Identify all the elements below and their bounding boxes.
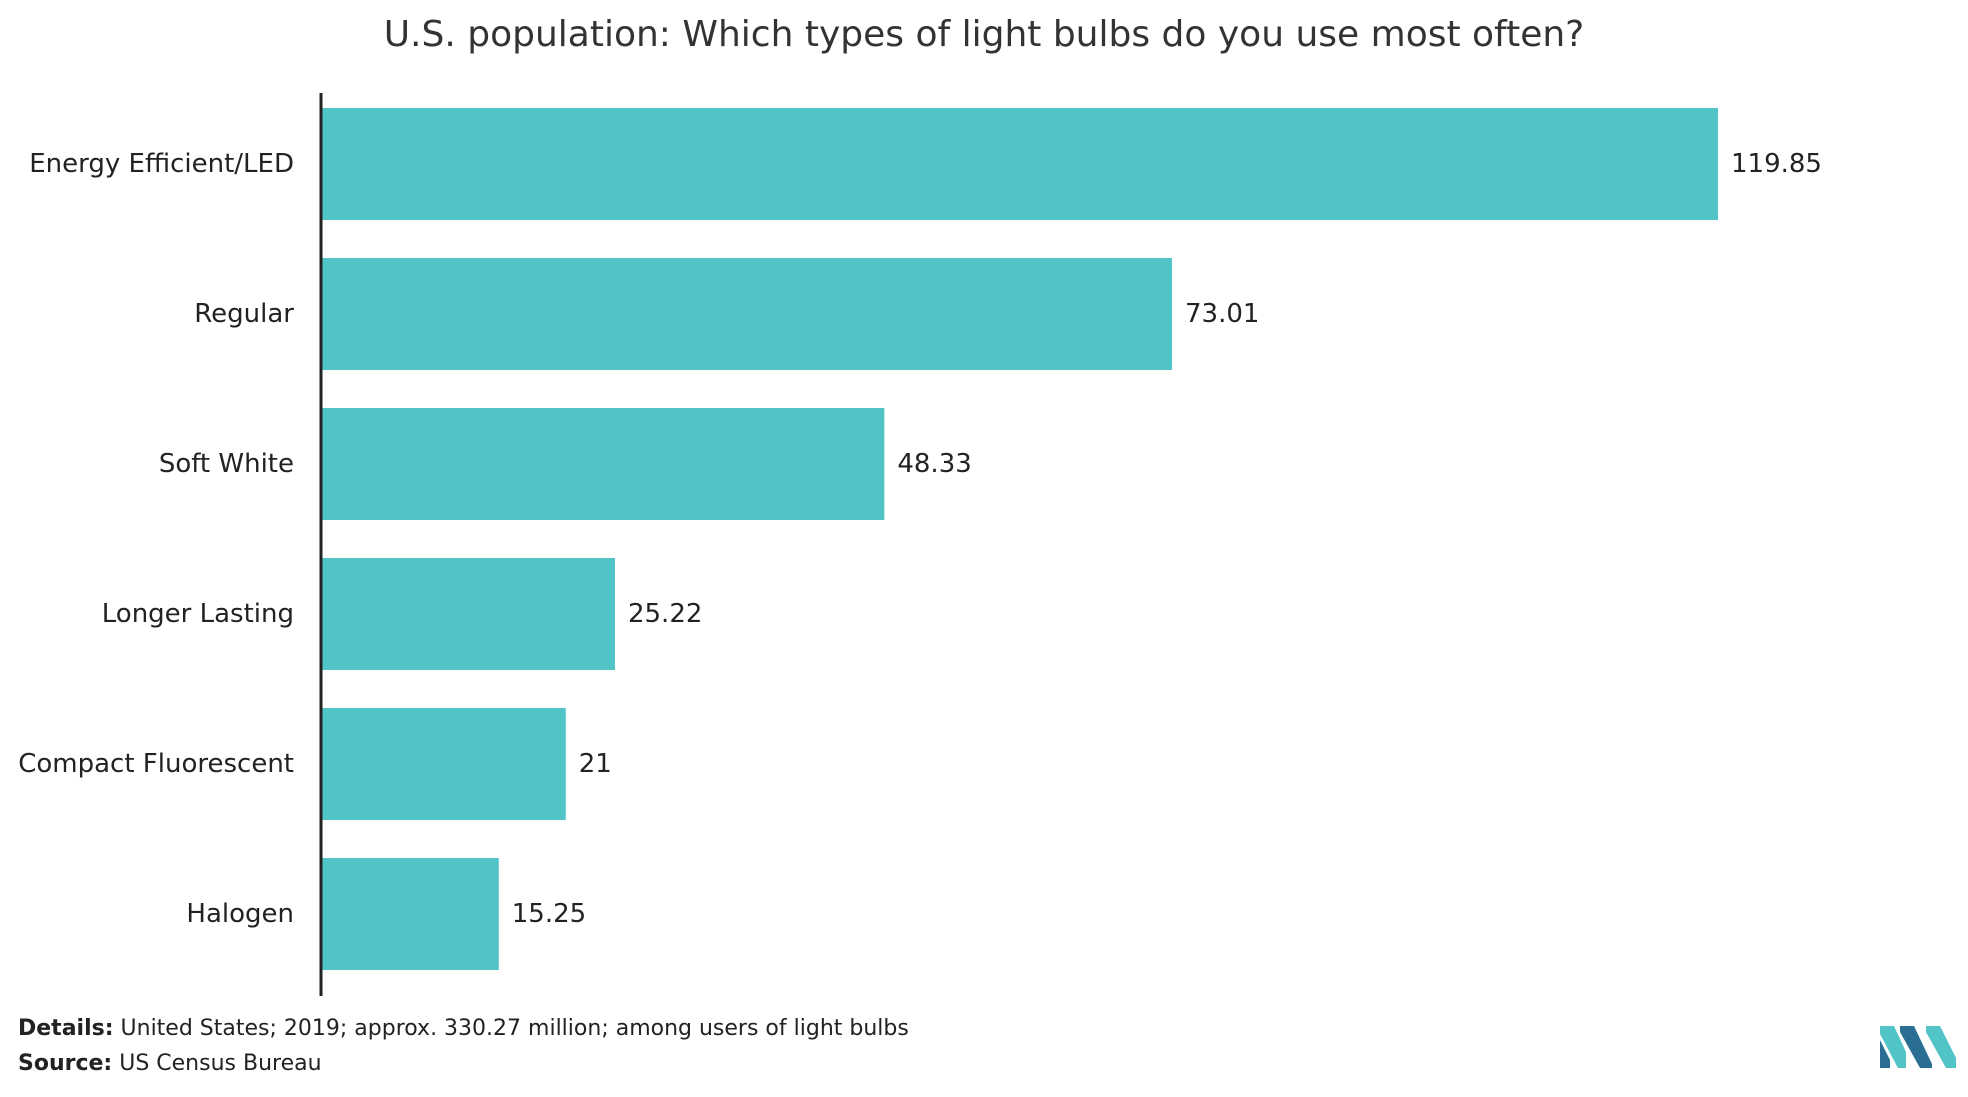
source-label: Source: xyxy=(18,1051,113,1076)
category-label: Halogen xyxy=(186,899,294,929)
category-label: Compact Fluorescent xyxy=(18,749,294,779)
mordor-intelligence-logo xyxy=(1880,1026,1956,1068)
category-label: Soft White xyxy=(159,449,294,479)
source-note: Source: US Census Bureau xyxy=(18,1051,322,1076)
details-text: United States; 2019; approx. 330.27 mill… xyxy=(113,1016,909,1041)
details-note: Details: United States; 2019; approx. 33… xyxy=(18,1016,909,1041)
labels-layer: Energy Efficient/LED 119.85 Regular 73.01 So… xyxy=(18,149,1822,929)
details-label: Details: xyxy=(18,1016,114,1041)
value-label: 15.25 xyxy=(512,899,586,929)
value-label: 25.22 xyxy=(628,599,702,629)
bar-longer-lasting xyxy=(321,558,615,670)
logo-shape-left xyxy=(1880,1026,1906,1068)
bar-compact-fluorescent xyxy=(321,708,566,820)
value-label: 21 xyxy=(579,749,612,779)
category-label: Energy Efficient/LED xyxy=(29,149,294,179)
value-label: 73.01 xyxy=(1185,299,1259,329)
category-label: Regular xyxy=(194,299,294,329)
logo-shape-base xyxy=(1880,1040,1890,1068)
logo-shape-mid xyxy=(1900,1026,1932,1068)
value-label: 48.33 xyxy=(897,449,971,479)
bar-regular xyxy=(321,258,1173,370)
bar-soft-white xyxy=(321,408,885,520)
bar-energy-efficient-led xyxy=(321,108,1718,220)
source-text: US Census Bureau xyxy=(112,1051,322,1076)
chart-title: U.S. population: Which types of light bu… xyxy=(383,14,1585,55)
logo-shape-right xyxy=(1926,1026,1956,1068)
value-label: 119.85 xyxy=(1731,149,1822,179)
category-label: Longer Lasting xyxy=(102,599,294,629)
bars-layer xyxy=(321,108,1718,970)
bar-halogen xyxy=(321,858,499,970)
bar-chart: Energy Efficient/LED 119.85 Regular 73.01 So… xyxy=(18,93,1822,996)
